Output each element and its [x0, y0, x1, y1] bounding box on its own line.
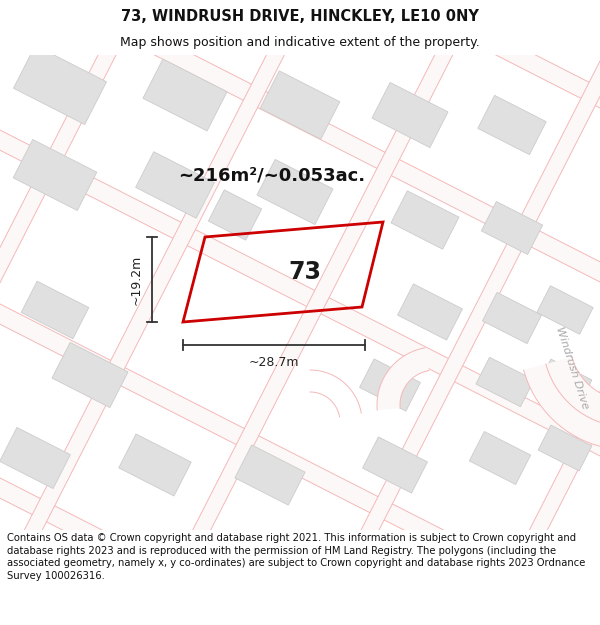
- Polygon shape: [391, 191, 459, 249]
- Polygon shape: [0, 0, 307, 625]
- Polygon shape: [0, 0, 441, 625]
- Text: 73: 73: [289, 260, 322, 284]
- Polygon shape: [52, 342, 128, 408]
- Polygon shape: [0, 311, 600, 625]
- Polygon shape: [377, 348, 429, 410]
- Polygon shape: [143, 59, 227, 131]
- Polygon shape: [257, 159, 333, 224]
- Polygon shape: [13, 139, 97, 211]
- Polygon shape: [136, 152, 214, 218]
- Polygon shape: [537, 286, 593, 334]
- Polygon shape: [476, 357, 534, 407]
- Text: 73, WINDRUSH DRIVE, HINCKLEY, LE10 0NY: 73, WINDRUSH DRIVE, HINCKLEY, LE10 0NY: [121, 9, 479, 24]
- Polygon shape: [13, 46, 107, 124]
- Polygon shape: [0, 0, 600, 274]
- Polygon shape: [478, 96, 546, 154]
- Polygon shape: [0, 35, 600, 551]
- Text: ~19.2m: ~19.2m: [130, 254, 143, 304]
- Polygon shape: [194, 0, 600, 625]
- Polygon shape: [260, 71, 340, 139]
- Polygon shape: [328, 0, 600, 625]
- Polygon shape: [359, 359, 421, 411]
- Polygon shape: [21, 281, 89, 339]
- Polygon shape: [61, 0, 575, 625]
- Polygon shape: [481, 201, 542, 254]
- Text: Contains OS data © Crown copyright and database right 2021. This information is : Contains OS data © Crown copyright and d…: [7, 533, 586, 581]
- Polygon shape: [482, 292, 542, 344]
- Polygon shape: [0, 428, 70, 489]
- Polygon shape: [208, 190, 262, 240]
- Polygon shape: [524, 364, 600, 450]
- Polygon shape: [119, 434, 191, 496]
- Polygon shape: [0, 0, 600, 412]
- Text: Windrush Drive: Windrush Drive: [554, 326, 590, 411]
- Polygon shape: [546, 357, 600, 427]
- Polygon shape: [398, 284, 463, 340]
- Polygon shape: [372, 82, 448, 148]
- Polygon shape: [17, 0, 600, 136]
- Text: Map shows position and indicative extent of the property.: Map shows position and indicative extent…: [120, 36, 480, 49]
- Text: ~28.7m: ~28.7m: [249, 356, 299, 369]
- Text: ~216m²/~0.053ac.: ~216m²/~0.053ac.: [178, 166, 365, 184]
- Polygon shape: [538, 425, 592, 471]
- Polygon shape: [235, 445, 305, 505]
- Polygon shape: [362, 437, 427, 493]
- Polygon shape: [469, 431, 530, 484]
- Polygon shape: [0, 173, 600, 625]
- Polygon shape: [538, 359, 592, 405]
